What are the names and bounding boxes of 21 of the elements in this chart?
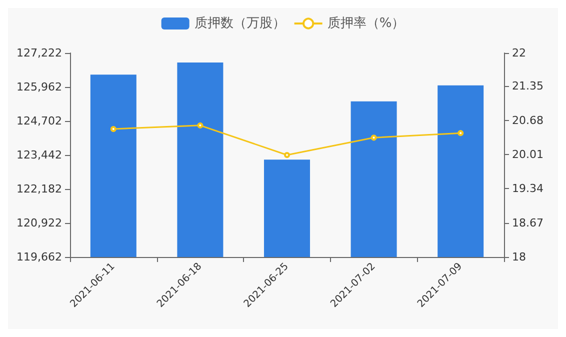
y2-tick-label: 18.67 — [512, 216, 544, 230]
y2-tick-label: 22 — [512, 46, 526, 60]
legend-label: 质押率（%） — [327, 15, 405, 31]
y-tick-label: 127,222 — [16, 46, 62, 60]
point — [458, 130, 464, 136]
y-tick-label: 122,182 — [16, 182, 62, 196]
point — [284, 152, 290, 158]
y2-tick-label: 18 — [512, 250, 526, 264]
legend-label: 质押数（万股） — [194, 16, 286, 31]
y-tick-label: 123,442 — [16, 148, 62, 162]
y2-tick-label: 20.68 — [512, 114, 544, 127]
y-tick-label: 125,962 — [16, 80, 62, 94]
point — [370, 134, 377, 141]
y-tick-label: 120,922 — [16, 216, 62, 230]
point — [110, 126, 116, 132]
point — [197, 122, 204, 128]
y-tick-label: 119,662 — [16, 250, 62, 264]
y2-tick-label: 20.01 — [512, 148, 544, 161]
y2-tick-label: 21.35 — [512, 80, 544, 93]
y-tick-label: 124,702 — [16, 114, 62, 128]
y2-tick-label: 19.34 — [512, 182, 544, 196]
